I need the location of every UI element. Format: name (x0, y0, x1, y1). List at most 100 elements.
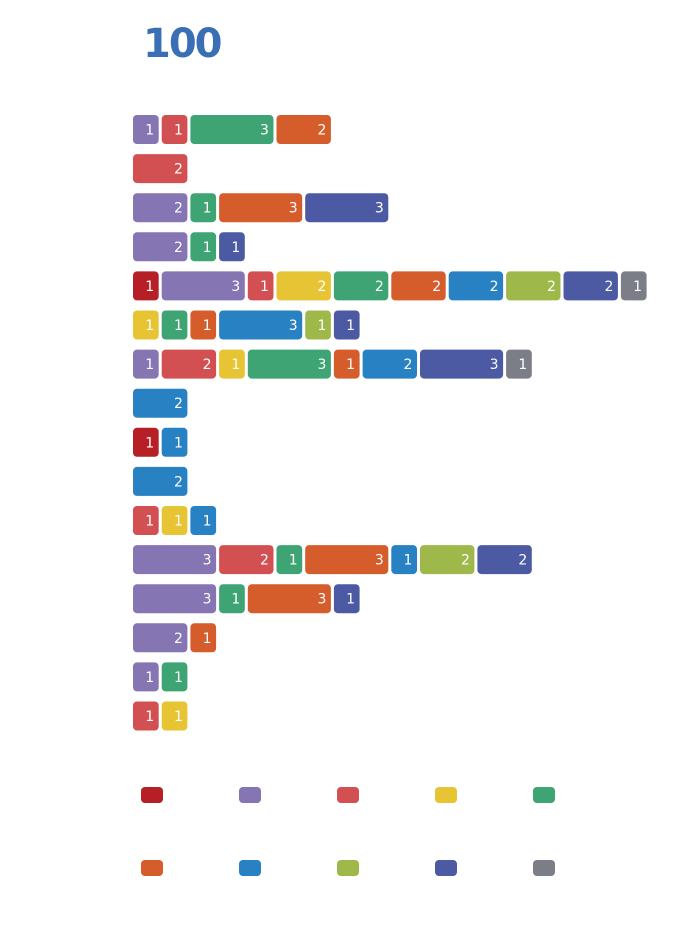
bar-segment (133, 388, 188, 418)
bar-segment (420, 349, 504, 379)
bar-segment (305, 193, 389, 223)
bar-segment-label: 1 (260, 279, 269, 295)
bar-segment (190, 115, 274, 144)
legend (141, 787, 555, 876)
bar-segment-label: 3 (317, 592, 326, 608)
bar-segment (190, 506, 217, 535)
bar-segment-label: 2 (174, 162, 183, 178)
bar-segment-label: 2 (375, 279, 384, 295)
bar-segment (133, 271, 159, 301)
bar-segment-label: 2 (317, 279, 326, 295)
bar-segment (133, 466, 188, 496)
bar-segment-label: 2 (203, 357, 212, 373)
legend-swatch (141, 787, 163, 803)
legend-swatch (337, 860, 359, 876)
legend-swatch (435, 860, 457, 876)
bar-segment (133, 584, 217, 614)
bar-segment (305, 310, 331, 340)
bar-segment-label: 1 (346, 592, 355, 608)
bar-segment (333, 349, 360, 379)
bar-segment-label: 1 (174, 709, 183, 725)
bar-segment (161, 662, 188, 692)
bar-segment (247, 584, 331, 614)
bar-segment-label: 2 (518, 553, 527, 569)
bar-segment (219, 193, 303, 223)
bar-segment (276, 271, 331, 301)
bar-segment-label: 2 (490, 279, 499, 295)
bar-segment (133, 115, 159, 144)
bar-segment (391, 271, 446, 301)
bar-segment-label: 2 (260, 553, 269, 569)
bar-segment (133, 545, 217, 575)
bar-segment-label: 2 (174, 201, 183, 217)
legend-swatch (533, 860, 555, 876)
bar-segment (276, 545, 303, 575)
bar-segment-label: 1 (145, 279, 154, 295)
bar-segment-label: 1 (289, 553, 298, 569)
bar-segment (190, 623, 217, 653)
bar-segment-label: 2 (432, 279, 441, 295)
bar-segment-label: 3 (260, 123, 269, 139)
chart-title: 100 (143, 21, 222, 67)
bar-segment (362, 349, 417, 379)
bar-segment (190, 232, 217, 262)
bar-segment (133, 349, 159, 379)
legend-swatch (239, 860, 261, 876)
bar-segment (133, 310, 159, 340)
bar-segment (161, 427, 188, 457)
bar-segment-label: 3 (203, 553, 212, 569)
bar-segment-label: 2 (174, 396, 183, 412)
bar-segment (247, 349, 331, 379)
bar-segment-label: 2 (547, 279, 556, 295)
bar-segment (506, 349, 532, 379)
bar-segment-label: 3 (289, 201, 298, 217)
bar-segment-label: 1 (174, 670, 183, 686)
bar-segment-label: 1 (203, 318, 212, 334)
bar-segment (133, 623, 188, 653)
bar-segment-label: 2 (604, 279, 613, 295)
bar-segment (477, 545, 532, 575)
bar-segment (620, 271, 647, 301)
bar-segment-label: 1 (174, 514, 183, 530)
bar-segment-label: 1 (404, 553, 413, 569)
bars-group: 1 1 3 2 2 2 1 3 3 2 1 1 1 3 1 2 2 2 2 2 2 1 1 1 1 3 1 1 1 2 1 3 1 2 3 1 2 1 1 2… (133, 115, 647, 731)
bar-segment-label: 1 (231, 357, 240, 373)
legend-swatch (337, 787, 359, 803)
bar-segment (133, 701, 159, 731)
bar-segment-label: 2 (404, 357, 413, 373)
bar-segment (161, 310, 188, 340)
bar-segment-label: 3 (490, 357, 499, 373)
bar-segment-label: 2 (317, 123, 326, 139)
bar-segment-label: 1 (174, 435, 183, 451)
bar-segment-label: 1 (145, 670, 154, 686)
bar-segment-label: 1 (317, 318, 326, 334)
bar-segment (219, 310, 303, 340)
bar-segment (133, 662, 159, 692)
bar-segment (190, 310, 217, 340)
bar-segment-label: 1 (633, 279, 642, 295)
bar-segment-label: 1 (203, 514, 212, 530)
bar-segment-label: 1 (174, 318, 183, 334)
bar-segment-label: 1 (203, 631, 212, 647)
bar-segment (305, 545, 389, 575)
bar-segment (161, 701, 188, 731)
bar-segment-label: 1 (346, 357, 355, 373)
bar-segment (247, 271, 274, 301)
bar-segment-label: 1 (174, 123, 183, 139)
bar-segment-label: 1 (145, 709, 154, 725)
bar-segment (448, 271, 504, 301)
bar-segment-label: 3 (375, 553, 384, 569)
bar-segment (276, 115, 331, 144)
bar-segment (161, 271, 245, 301)
bar-segment-label: 3 (317, 357, 326, 373)
bar-segment (133, 232, 188, 262)
bar-segment (133, 427, 159, 457)
bar-segment (506, 271, 561, 301)
bar-segment-label: 2 (174, 474, 183, 490)
bar-segment (133, 193, 188, 223)
bar-segment (219, 584, 245, 614)
bar-segment-label: 1 (231, 592, 240, 608)
bar-segment (333, 310, 360, 340)
bar-segment-label: 3 (231, 279, 240, 295)
bar-segment-label: 1 (346, 318, 355, 334)
